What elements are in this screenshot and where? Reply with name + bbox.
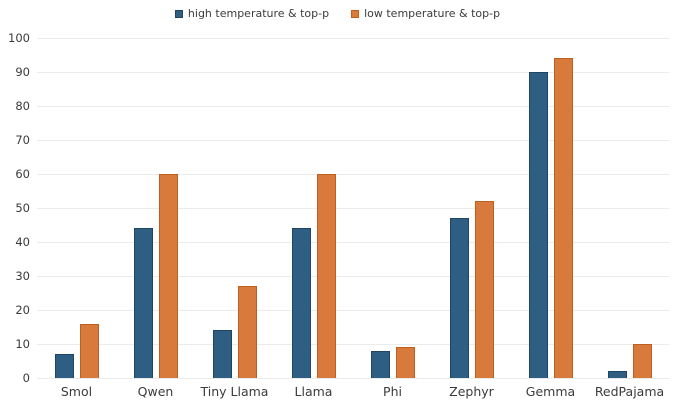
gridline-0 (37, 377, 669, 379)
plot-area (37, 37, 669, 379)
y-axis-tick-label-20: 20 (15, 303, 30, 317)
bar-qwen (133, 228, 153, 378)
legend: high temperature & top-p low temperature… (0, 8, 675, 20)
x-axis-category-label-llama: Llama (294, 384, 333, 399)
gridline-20 (37, 309, 669, 311)
bar-group-qwen (116, 38, 195, 378)
bar-phi (370, 350, 390, 378)
y-axis-tick-label-90: 90 (15, 65, 30, 79)
bar-group-tiny-llama (195, 38, 274, 378)
bar-llama (316, 174, 336, 378)
bar-smol (79, 323, 99, 378)
gridline-50 (37, 207, 669, 209)
gridline-10 (37, 343, 669, 345)
y-axis-tick-label-100: 100 (8, 31, 30, 45)
gridline-80 (37, 105, 669, 107)
bar-tiny-llama (212, 330, 232, 378)
bar-smol (54, 354, 74, 378)
y-axis-tick-label-70: 70 (15, 133, 30, 147)
x-axis-category-label-phi: Phi (383, 384, 402, 399)
bar-group-smol (37, 38, 116, 378)
bar-phi (395, 347, 415, 378)
y-axis-tick-label-0: 0 (22, 371, 30, 385)
bar-group-llama (274, 38, 353, 378)
bar-tiny-llama (237, 286, 257, 378)
legend-label-high: high temperature & top-p (187, 7, 330, 20)
gridline-30 (37, 275, 669, 277)
bar-group-zephyr (432, 38, 511, 378)
gridline-70 (37, 139, 669, 141)
legend-item-high-temperature: high temperature & top-p (174, 7, 330, 20)
gridline-90 (37, 71, 669, 73)
gridline-40 (37, 241, 669, 243)
x-axis-category-label-gemma: Gemma (525, 384, 576, 399)
legend-label-low: low temperature & top-p (364, 7, 501, 20)
x-axis-category-label-redpajama: RedPajama (594, 384, 665, 399)
bar-gemma (528, 72, 548, 378)
x-axis-category-label-smol: Smol (60, 384, 93, 399)
legend-item-low-temperature: low temperature & top-p (351, 8, 500, 20)
y-axis-tick-label-60: 60 (15, 167, 30, 181)
bar-llama (291, 228, 311, 378)
bar-redpajama (607, 371, 627, 378)
y-axis-tick-label-40: 40 (15, 235, 30, 249)
y-axis-tick-label-50: 50 (15, 201, 30, 215)
gridline-100 (37, 37, 669, 39)
bar-zephyr (449, 218, 469, 378)
gridline-60 (37, 173, 669, 175)
y-axis-tick-label-10: 10 (15, 337, 30, 351)
x-axis-category-label-qwen: Qwen (137, 384, 174, 399)
bar-group-phi (353, 38, 432, 378)
legend-swatch-high-icon (174, 10, 183, 18)
y-axis-tick-label-80: 80 (15, 99, 30, 113)
legend-swatch-low-icon (351, 10, 360, 18)
bar-redpajama (632, 344, 652, 378)
bar-group-gemma (511, 38, 590, 378)
bar-qwen (158, 174, 178, 378)
x-axis-category-label-tiny-llama: Tiny Llama (200, 384, 269, 399)
bar-group-redpajama (590, 38, 669, 378)
y-axis-tick-label-30: 30 (15, 269, 30, 283)
bar-zephyr (474, 201, 494, 378)
x-axis-category-label-zephyr: Zephyr (449, 384, 494, 399)
bar-gemma (553, 58, 573, 378)
